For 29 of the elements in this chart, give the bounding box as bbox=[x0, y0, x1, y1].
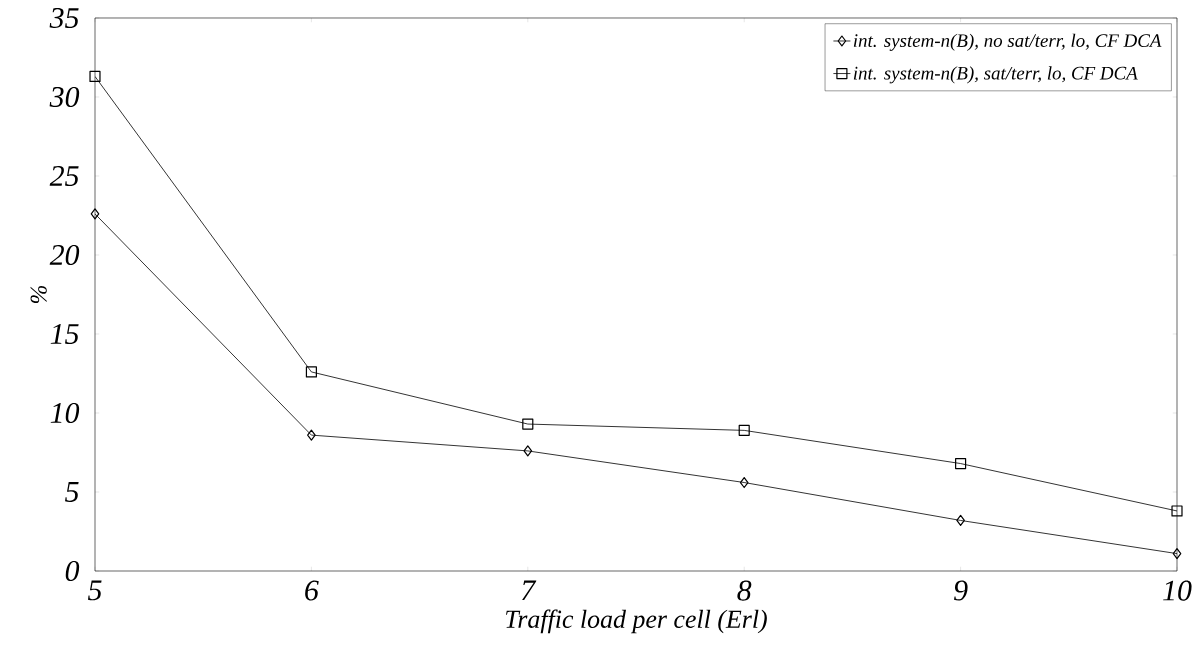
x-tick-label: 10 bbox=[1163, 580, 1192, 601]
point bbox=[522, 418, 534, 430]
x-tick-label: 9 bbox=[954, 580, 968, 601]
y-tick-label: 35 bbox=[49, 7, 79, 29]
point bbox=[1171, 505, 1183, 517]
point bbox=[89, 70, 101, 83]
point bbox=[1172, 548, 1182, 560]
y-tick-label: 15 bbox=[50, 323, 79, 345]
x-tick-label: 7 bbox=[522, 580, 537, 601]
y-axis-title: % bbox=[30, 285, 47, 304]
y-tick-label: 5 bbox=[65, 482, 79, 502]
legend-label: int. system-n(B), sat/terr, lo, CF DCA bbox=[853, 66, 1138, 84]
x-tick-label: 8 bbox=[737, 580, 752, 601]
x-tick-label: 6 bbox=[305, 580, 319, 601]
x-tick-label: 5 bbox=[88, 580, 102, 601]
point bbox=[90, 208, 100, 220]
point bbox=[523, 445, 533, 457]
point bbox=[307, 429, 316, 441]
y-tick-label: 25 bbox=[49, 165, 79, 187]
point bbox=[955, 457, 967, 470]
y-tick-label: 10 bbox=[50, 402, 80, 424]
point bbox=[738, 424, 750, 436]
point bbox=[739, 476, 749, 489]
y-tick-label: 20 bbox=[49, 244, 80, 266]
y-tick-label: 30 bbox=[49, 86, 80, 108]
x-axis-title: Traffic load per cell (Erl) bbox=[506, 609, 767, 634]
y-tick-label: 0 bbox=[65, 560, 80, 582]
legend-label: int. system-n(B), no sat/terr, lo, CF DCA bbox=[853, 33, 1162, 51]
point bbox=[305, 366, 317, 378]
